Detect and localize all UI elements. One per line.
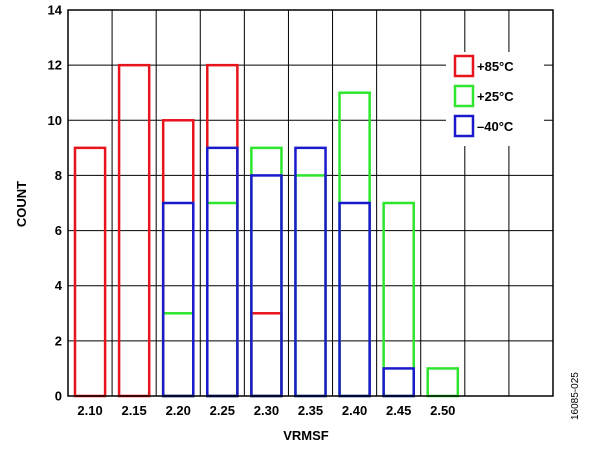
x-tick-label: 2.20 [166,403,191,418]
legend-swatch [453,84,475,108]
bar [382,367,415,398]
bar [161,119,195,398]
y-axis-label: COUNT [14,181,29,227]
x-tick-label: 2.40 [342,403,367,418]
figure-id: 16085-025 [570,372,581,420]
x-tick-label: 2.30 [254,403,279,418]
y-tick-label: 14 [48,3,63,18]
bar [161,201,195,398]
legend: +85°C +25°C –40°C [446,52,544,146]
bar [338,91,371,398]
plot-frame-border [67,9,554,397]
tick-labels: 0 2 4 6 8 10 12 14 2.10 2.15 2.20 2.25 2.30 2.35 2.40 2… [48,3,456,419]
y-tick-label: 12 [48,58,62,73]
bar [426,367,460,398]
y-tick-label: 8 [55,168,62,183]
legend-label: +85°C [477,59,514,74]
bar [338,201,371,398]
y-tick-label: 6 [55,223,62,238]
y-tick-label: 4 [55,278,63,293]
x-tick-label: 2.50 [430,403,455,418]
y-tick-label: 2 [55,333,62,348]
legend-label: –40°C [477,119,514,134]
legend-label: +25°C [477,89,514,104]
x-tick-label: 2.10 [77,403,102,418]
bar [250,146,283,398]
bar [294,146,327,398]
y-tick-label: 10 [48,113,62,128]
plot-frame [67,9,554,397]
bar [250,312,283,398]
bar [206,201,239,398]
x-tick-label: 2.35 [298,403,323,418]
x-tick-label: 2.25 [210,403,235,418]
bar [382,201,415,398]
x-tick-label: 2.45 [386,403,411,418]
bar [73,146,107,398]
legend-background [446,52,544,146]
y-tick-label: 0 [55,389,62,404]
x-axis-label: VRMSF [283,428,329,443]
legend-swatch [453,114,475,138]
x-tick-label: 2.15 [121,403,146,418]
bar [161,312,195,398]
legend-swatch [453,54,475,78]
bar [206,146,239,398]
